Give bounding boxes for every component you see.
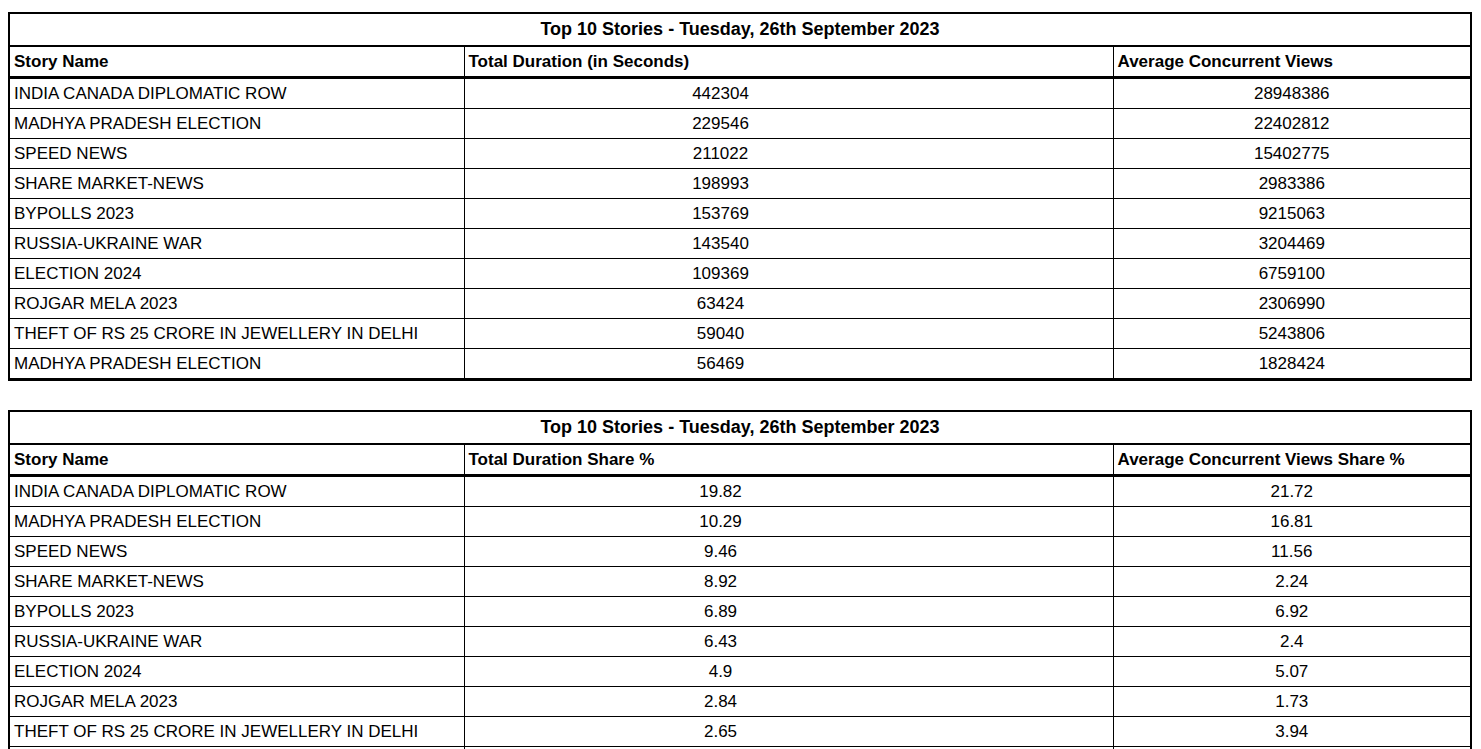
column-header-average-concurrent-views: Average Concurrent Views: [1113, 46, 1471, 78]
table-row: RUSSIA-UKRAINE WAR6.432.4: [9, 627, 1471, 657]
views-value-cell: 5243806: [1113, 319, 1471, 349]
story-name-cell: BYPOLLS 2023: [9, 597, 464, 627]
table-row: MADHYA PRADESH ELECTION22954622402812: [9, 109, 1471, 139]
table-row: SPEED NEWS9.4611.56: [9, 537, 1471, 567]
column-header-story-name: Story Name: [9, 444, 464, 476]
table-title: Top 10 Stories - Tuesday, 26th September…: [9, 411, 1471, 444]
table-row: ELECTION 20241093696759100: [9, 259, 1471, 289]
table-row: THEFT OF RS 25 CRORE IN JEWELLERY IN DEL…: [9, 717, 1471, 747]
views-value-cell: 6759100: [1113, 259, 1471, 289]
table-header-row: Story Name Total Duration Share % Averag…: [9, 444, 1471, 476]
views-value-cell: 2306990: [1113, 289, 1471, 319]
table-row: ELECTION 20244.95.07: [9, 657, 1471, 687]
column-header-story-name: Story Name: [9, 46, 464, 78]
table-row: SPEED NEWS21102215402775: [9, 139, 1471, 169]
table-title-row: Top 10 Stories - Tuesday, 26th September…: [9, 13, 1471, 46]
views-value-cell: 16.81: [1113, 507, 1471, 537]
table-row: INDIA CANADA DIPLOMATIC ROW4423042894838…: [9, 78, 1471, 109]
duration-value-cell: 2.84: [464, 687, 1113, 717]
duration-value-cell: 109369: [464, 259, 1113, 289]
views-value-cell: 3.94: [1113, 717, 1471, 747]
views-value-cell: 15402775: [1113, 139, 1471, 169]
story-name-cell: RUSSIA-UKRAINE WAR: [9, 229, 464, 259]
table-row: BYPOLLS 20236.896.92: [9, 597, 1471, 627]
duration-value-cell: 10.29: [464, 507, 1113, 537]
column-header-total-duration: Total Duration (in Seconds): [464, 46, 1113, 78]
story-name-cell: THEFT OF RS 25 CRORE IN JEWELLERY IN DEL…: [9, 319, 464, 349]
report-page: Top 10 Stories - Tuesday, 26th September…: [0, 0, 1481, 749]
table-header-row: Story Name Total Duration (in Seconds) A…: [9, 46, 1471, 78]
duration-value-cell: 4.9: [464, 657, 1113, 687]
story-name-cell: MADHYA PRADESH ELECTION: [9, 109, 464, 139]
duration-value-cell: 19.82: [464, 476, 1113, 507]
story-name-cell: MADHYA PRADESH ELECTION: [9, 349, 464, 380]
views-value-cell: 2983386: [1113, 169, 1471, 199]
views-value-cell: 21.72: [1113, 476, 1471, 507]
views-value-cell: 28948386: [1113, 78, 1471, 109]
duration-value-cell: 2.65: [464, 717, 1113, 747]
views-value-cell: 22402812: [1113, 109, 1471, 139]
story-name-cell: SPEED NEWS: [9, 537, 464, 567]
table-row: THEFT OF RS 25 CRORE IN JEWELLERY IN DEL…: [9, 319, 1471, 349]
story-name-cell: INDIA CANADA DIPLOMATIC ROW: [9, 78, 464, 109]
duration-value-cell: 229546: [464, 109, 1113, 139]
story-name-cell: BYPOLLS 2023: [9, 199, 464, 229]
views-value-cell: 5.07: [1113, 657, 1471, 687]
duration-value-cell: 442304: [464, 78, 1113, 109]
column-header-duration-share: Total Duration Share %: [464, 444, 1113, 476]
table-row: BYPOLLS 20231537699215063: [9, 199, 1471, 229]
story-name-cell: SHARE MARKET-NEWS: [9, 169, 464, 199]
views-value-cell: 1828424: [1113, 349, 1471, 380]
story-name-cell: ROJGAR MELA 2023: [9, 289, 464, 319]
duration-value-cell: 56469: [464, 349, 1113, 380]
table-title-row: Top 10 Stories - Tuesday, 26th September…: [9, 411, 1471, 444]
duration-value-cell: 211022: [464, 139, 1113, 169]
duration-value-cell: 6.89: [464, 597, 1113, 627]
table-row: MADHYA PRADESH ELECTION10.2916.81: [9, 507, 1471, 537]
views-value-cell: 2.4: [1113, 627, 1471, 657]
table-row: ROJGAR MELA 2023634242306990: [9, 289, 1471, 319]
views-value-cell: 6.92: [1113, 597, 1471, 627]
story-name-cell: RUSSIA-UKRAINE WAR: [9, 627, 464, 657]
story-name-cell: ELECTION 2024: [9, 657, 464, 687]
story-name-cell: SHARE MARKET-NEWS: [9, 567, 464, 597]
table-body: INDIA CANADA DIPLOMATIC ROW19.8221.72MAD…: [9, 476, 1471, 749]
duration-value-cell: 8.92: [464, 567, 1113, 597]
views-value-cell: 11.56: [1113, 537, 1471, 567]
story-name-cell: THEFT OF RS 25 CRORE IN JEWELLERY IN DEL…: [9, 717, 464, 747]
story-name-cell: INDIA CANADA DIPLOMATIC ROW: [9, 476, 464, 507]
duration-value-cell: 143540: [464, 229, 1113, 259]
views-value-cell: 2.24: [1113, 567, 1471, 597]
story-name-cell: ROJGAR MELA 2023: [9, 687, 464, 717]
top-stories-share-table: Top 10 Stories - Tuesday, 26th September…: [8, 410, 1472, 749]
table-body: INDIA CANADA DIPLOMATIC ROW4423042894838…: [9, 78, 1471, 380]
column-header-views-share: Average Concurrent Views Share %: [1113, 444, 1471, 476]
views-value-cell: 3204469: [1113, 229, 1471, 259]
duration-value-cell: 198993: [464, 169, 1113, 199]
duration-value-cell: 6.43: [464, 627, 1113, 657]
duration-value-cell: 59040: [464, 319, 1113, 349]
story-name-cell: MADHYA PRADESH ELECTION: [9, 507, 464, 537]
story-name-cell: ELECTION 2024: [9, 259, 464, 289]
duration-value-cell: 153769: [464, 199, 1113, 229]
duration-value-cell: 9.46: [464, 537, 1113, 567]
table-row: MADHYA PRADESH ELECTION564691828424: [9, 349, 1471, 380]
views-value-cell: 9215063: [1113, 199, 1471, 229]
views-value-cell: 1.73: [1113, 687, 1471, 717]
story-name-cell: SPEED NEWS: [9, 139, 464, 169]
table-row: SHARE MARKET-NEWS1989932983386: [9, 169, 1471, 199]
top-stories-duration-table: Top 10 Stories - Tuesday, 26th September…: [8, 12, 1472, 381]
table-title: Top 10 Stories - Tuesday, 26th September…: [9, 13, 1471, 46]
table-row: RUSSIA-UKRAINE WAR1435403204469: [9, 229, 1471, 259]
duration-value-cell: 63424: [464, 289, 1113, 319]
table-row: SHARE MARKET-NEWS8.922.24: [9, 567, 1471, 597]
table-row: INDIA CANADA DIPLOMATIC ROW19.8221.72: [9, 476, 1471, 507]
table-row: ROJGAR MELA 20232.841.73: [9, 687, 1471, 717]
